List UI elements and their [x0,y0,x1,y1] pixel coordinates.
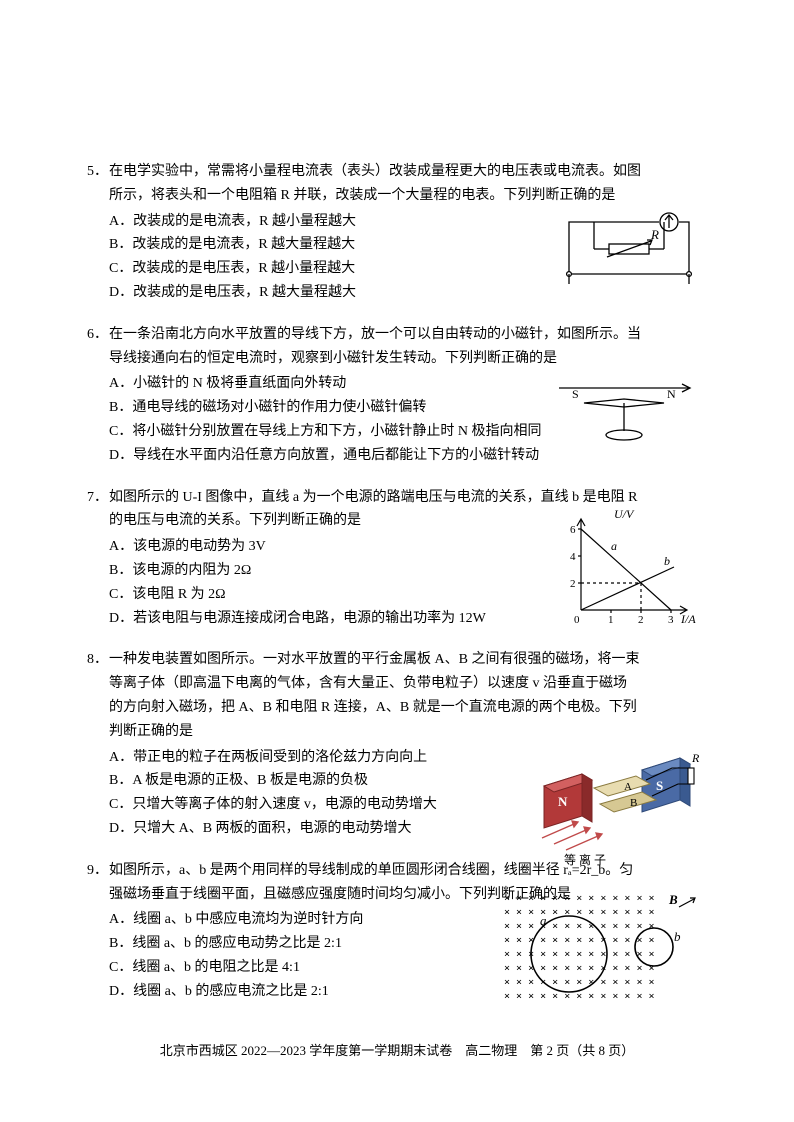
q8-fig-b: B [630,797,637,809]
svg-text:× × × × × × × × × ×: × × × × × × × × × × × × × [504,893,655,904]
q7-ytick-2: 2 [570,578,576,590]
q7-xtick-2: 2 [638,614,644,626]
q7-ytick-4: 4 [570,551,576,563]
question-5: 5． 在电学实验中，常需将小量程电流表（表头）改装成量程更大的电压表或电流表。如… [109,160,689,305]
svg-text:× × × × × × × × × ×: × × × × × × × × × × × × × [504,977,655,988]
svg-text:× × × × × × × × × ×: × × × × × × × × × × × × × [504,991,655,1002]
q7-graph-figure: U/V I/A 2 4 6 1 2 3 0 a b [556,510,701,630]
q5-circuit-figure: R [549,204,699,294]
q5-fig-label-r: R [650,227,659,242]
svg-text:× × × × × × × × × ×: × × × × × × × × × × × × × [504,935,655,946]
q9-fig-a: a [540,913,547,928]
svg-text:× × × × × × × × × ×: × × × × × × × × × × × × × [504,963,655,974]
q9-fig-b: b [674,929,681,944]
q7-number: 7． [87,486,108,510]
q6-number: 6． [87,323,108,347]
question-7: 7． 如图所示的 U-I 图像中，直线 a 为一个电源的路端电压与电流的关系，直… [109,486,689,631]
q8-number: 8． [87,648,108,672]
q5-number: 5． [87,160,108,184]
q8-stem-line4: 判断正确的是 [109,720,689,744]
q7-xlabel: I/A [680,612,696,626]
q7-ylabel: U/V [614,510,635,521]
q6-fig-label-n: N [667,387,676,401]
q8-generator-figure: N S A B R [524,746,704,866]
question-6: 6． 在一条沿南北方向水平放置的导线下方，放一个可以自由转动的小磁针，如图所示。… [109,323,689,468]
q9-coils-figure: × × × × × × × × × × × × × × × × × × × × … [504,889,704,1004]
q6-compass-figure: S N [554,373,694,448]
q5-stem-line1: 在电学实验中，常需将小量程电流表（表头）改装成量程更大的电压表或电流表。如图 [109,160,689,184]
q6-fig-label-s: S [572,387,579,401]
q7-label-b: b [664,554,670,568]
page-footer: 北京市西城区 2022—2023 学年度第一学期期末试卷 高二物理 第 2 页（… [0,1040,794,1062]
q8-fig-n: N [558,794,568,809]
q7-ytick-6: 6 [570,524,576,536]
q7-label-a: a [611,539,617,553]
q7-origin: 0 [574,614,580,626]
svg-text:× × × × × × × × × ×: × × × × × × × × × × × × × [504,949,655,960]
q7-stem-line1: 如图所示的 U-I 图像中，直线 a 为一个电源的路端电压与电流的关系，直线 b… [109,486,689,510]
svg-text:× × × × × × × × × ×: × × × × × × × × × × × × × [504,907,655,918]
q7-xtick-1: 1 [608,614,614,626]
question-8: 8． 一种发电装置如图所示。一对水平放置的平行金属板 A、B 之间有很强的磁场，… [109,648,689,840]
q6-stem-line1: 在一条沿南北方向水平放置的导线下方，放一个可以自由转动的小磁针，如图所示。当 [109,323,689,347]
q9-fig-B: B [668,892,678,907]
q8-fig-a: A [624,781,632,793]
q7-xtick-3: 3 [668,614,674,626]
svg-text:× × × × × × × × × ×: × × × × × × × × × × × × × [504,921,655,932]
q8-stem-line2: 等离子体（即高温下电离的气体，含有大量正、负带电粒子）以速度 v 沿垂直于磁场 [109,672,689,696]
q8-stem-line3: 的方向射入磁场，把 A、B 和电阻 R 连接，A、B 就是一个直流电源的两个电极… [109,696,689,720]
question-9: 9． 如图所示，a、b 是两个用同样的导线制成的单匝圆形闭合线圈，线圈半径 rₐ… [109,859,689,1004]
q6-stem-line2: 导线接通向右的恒定电流时，观察到小磁针发生转动。下列判断正确的是 [109,347,689,371]
q9-number: 9． [87,859,108,883]
q8-stem-line1: 一种发电装置如图所示。一对水平放置的平行金属板 A、B 之间有很强的磁场，将一束 [109,648,689,672]
q9-stem-line1: 如图所示，a、b 是两个用同样的导线制成的单匝圆形闭合线圈，线圈半径 rₐ=2r… [109,859,689,883]
q8-fig-r: R [691,751,700,765]
